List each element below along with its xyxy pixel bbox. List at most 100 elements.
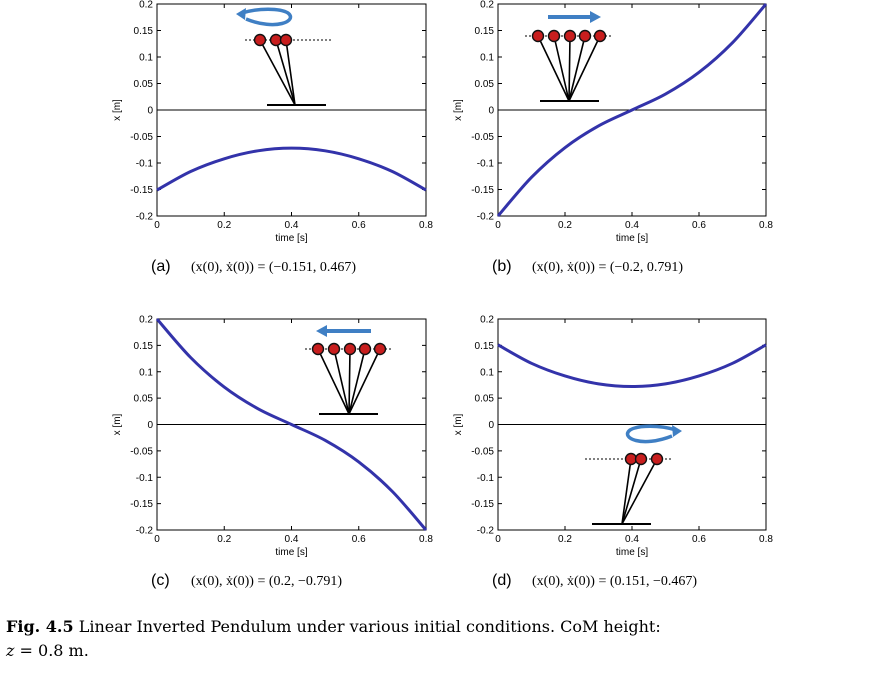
pendulum-rod (348, 348, 366, 415)
x-tick-label: 0.6 (692, 220, 706, 231)
y-tick-label: -0.1 (136, 159, 154, 170)
y-tick-label: 0.2 (480, 0, 494, 11)
y-tick-label: 0.2 (480, 315, 494, 326)
pendulum-rod (568, 35, 601, 102)
x-tick-label: 0.2 (558, 220, 572, 231)
figure-caption-variable: z (6, 641, 15, 660)
com-ball (327, 342, 341, 356)
com-ball (650, 452, 664, 466)
y-tick-label: -0.2 (477, 526, 495, 537)
y-tick-label: 0.15 (134, 341, 154, 352)
y-axis-label: x [m] (112, 413, 123, 435)
series-line (156, 146, 427, 192)
y-axis-label: x [m] (112, 99, 123, 121)
y-tick-label: 0 (488, 420, 494, 431)
pendulum-rod (348, 348, 351, 415)
motion-arrow (626, 424, 677, 444)
figure: -0.2 -0.15 -0.1 -0.05 0 0.05 0.1 0.15 0.2 0 0.2 0.4… (112, 0, 773, 590)
pendulum-rod (568, 35, 586, 102)
x-tick-label: 0.2 (558, 534, 572, 545)
y-tick-label: 0.2 (139, 315, 153, 326)
x-tick-label: 0.6 (692, 534, 706, 545)
figure-caption-label: Fig. 4.5 (6, 617, 74, 636)
x-tick-label: 0 (154, 220, 160, 231)
pendulum-rod (553, 35, 570, 102)
chart-panel-a: -0.2 -0.15 -0.1 -0.05 0 0.05 0.1 0.15 0.2 0 0.2 0.4… (112, 0, 433, 275)
motion-arrowhead (316, 325, 327, 337)
y-axis-label: x [m] (453, 413, 464, 435)
y-tick-label: 0.15 (475, 341, 495, 352)
x-tick-label: 0.2 (217, 220, 231, 231)
motion-arrowhead (236, 8, 246, 20)
y-tick-label: 0.15 (134, 26, 154, 37)
pendulum-rod (621, 458, 632, 525)
pendulum-inset (236, 7, 333, 106)
pendulum-rod (348, 348, 381, 415)
y-tick-label: 0.2 (139, 0, 153, 11)
y-tick-label: 0.1 (139, 367, 153, 378)
y-tick-label: -0.05 (130, 446, 153, 457)
x-tick-label: 0.2 (217, 534, 231, 545)
x-axis-label: time [s] (616, 547, 648, 558)
panel-formula: (x(0), ẋ(0)) = (−0.151, 0.467) (191, 260, 356, 275)
pendulum-rod (259, 39, 296, 106)
com-ball (279, 33, 293, 47)
x-axis-label: time [s] (616, 233, 648, 244)
com-ball (358, 342, 372, 356)
y-tick-label: 0.1 (480, 367, 494, 378)
panel-formula: (x(0), ẋ(0)) = (0.151, −0.467) (532, 574, 697, 589)
pendulum-inset (585, 424, 682, 525)
y-tick-label: 0.1 (480, 53, 494, 64)
x-tick-label: 0.6 (352, 534, 366, 545)
y-axis-label: x [m] (453, 99, 464, 121)
x-tick-label: 0 (495, 220, 501, 231)
x-tick-label: 0.8 (419, 534, 433, 545)
x-tick-label: 0.4 (625, 534, 639, 545)
panel-label: (a) (151, 258, 171, 275)
y-tick-label: -0.1 (477, 159, 495, 170)
y-tick-label: 0.15 (475, 26, 495, 37)
y-tick-label: -0.05 (471, 132, 494, 143)
y-tick-label: 0.05 (134, 79, 154, 90)
pendulum-rod (537, 35, 570, 102)
figure-caption-value: = 0.8 m. (14, 641, 89, 660)
y-tick-label: 0 (147, 420, 153, 431)
chart-panel-d: -0.2 -0.15 -0.1 -0.05 0 0.05 0.1 0.15 0.2 0 0.2 0.4… (453, 315, 773, 590)
y-tick-label: -0.15 (130, 499, 153, 510)
pendulum-rod (621, 458, 658, 525)
series-line (497, 343, 767, 389)
com-ball (634, 452, 648, 466)
com-ball (343, 342, 357, 356)
panel-formula: (x(0), ẋ(0)) = (0.2, −0.791) (191, 574, 342, 589)
pendulum-rod (333, 348, 350, 415)
x-tick-label: 0.4 (285, 220, 299, 231)
panel-label: (b) (492, 258, 512, 275)
y-tick-label: 0.1 (139, 53, 153, 64)
x-axis-label: time [s] (275, 233, 307, 244)
x-tick-label: 0 (495, 534, 501, 545)
panel-formula: (x(0), ẋ(0)) = (−0.2, 0.791) (532, 260, 683, 275)
y-tick-label: -0.2 (136, 212, 154, 223)
series-line (496, 3, 768, 217)
pendulum-rod (621, 458, 642, 525)
motion-arrowhead (590, 11, 601, 23)
y-tick-label: -0.05 (471, 446, 494, 457)
y-tick-label: -0.15 (471, 499, 494, 510)
y-tick-label: 0.05 (475, 394, 495, 405)
figure-caption-text: Linear Inverted Pendulum under various i… (73, 617, 661, 636)
pendulum-rod (275, 39, 296, 106)
x-tick-label: 0.6 (352, 220, 366, 231)
motion-arrow (241, 7, 292, 27)
y-tick-label: -0.2 (136, 526, 154, 537)
y-tick-label: 0 (488, 106, 494, 117)
chart-panel-b: -0.2 -0.15 -0.1 -0.05 0 0.05 0.1 0.15 0.2 0 0.2 0.4… (453, 0, 773, 275)
series-line (155, 318, 428, 531)
x-tick-label: 0.8 (759, 534, 773, 545)
x-tick-label: 0.4 (625, 220, 639, 231)
com-ball (373, 342, 387, 356)
y-tick-label: 0.05 (475, 79, 495, 90)
pendulum-rod (317, 348, 350, 415)
y-tick-label: 0.05 (134, 394, 154, 405)
x-axis-label: time [s] (275, 547, 307, 558)
y-tick-label: -0.15 (130, 185, 153, 196)
